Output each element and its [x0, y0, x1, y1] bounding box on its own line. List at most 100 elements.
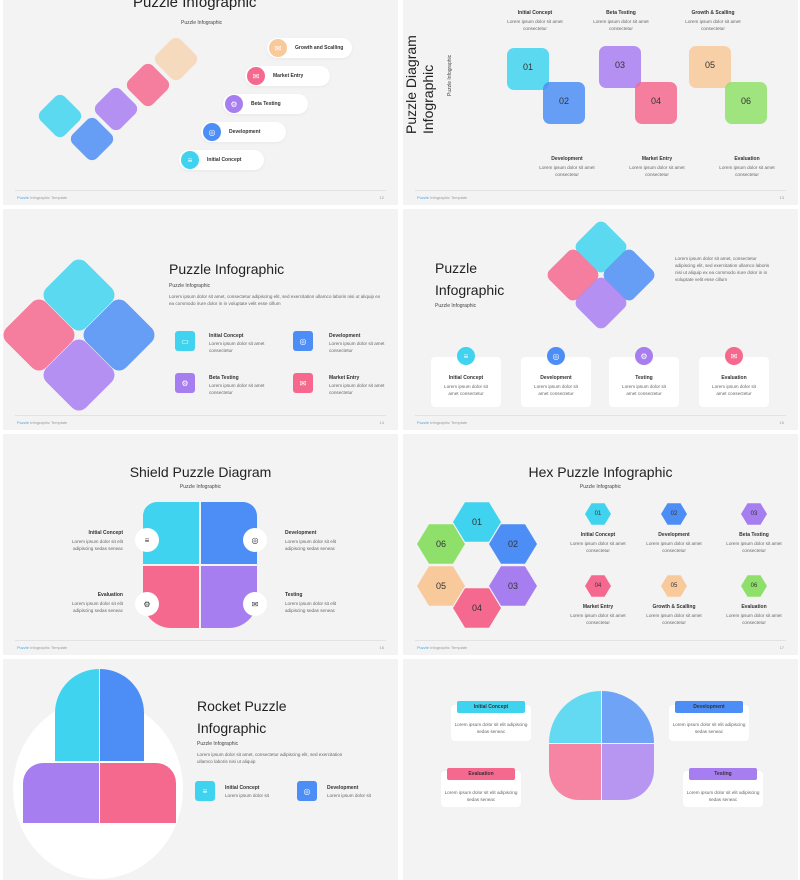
footer-text: Infographic Template [430, 420, 468, 425]
label-text: Lorem ipsum dolor sit amet consectetur [539, 165, 595, 177]
card-text: Lorem ipsum dolor sit amet consectetur [712, 384, 756, 396]
slide-puzzle-diamond[interactable]: Puzzle Infographic Puzzle Infographic Lo… [3, 209, 398, 430]
item-development: Development [327, 785, 359, 791]
footer-brand: Puzzle [17, 420, 30, 425]
footer: Puzzle Infographic Template [417, 420, 467, 425]
label-text: Lorem ipsum dolor sit amet consectetur [629, 165, 685, 177]
hex-label: Evaluation [741, 604, 767, 610]
code-icon: ◎ [293, 331, 313, 351]
hex-number: 06 [435, 539, 446, 549]
piece-number: 06 [740, 96, 751, 106]
item-text: Lorem ipsum dolor sit amet consectetur [209, 341, 265, 353]
hex-label: Market Entry [582, 604, 614, 610]
body-text: Lorem ipsum dolor sit amet, consectetur … [675, 256, 770, 282]
label-evaluation: Evaluation [734, 156, 760, 162]
slide-subtitle: Puzzle Infographic [435, 303, 477, 309]
slide-rocket-puzzle[interactable]: Rocket Puzzle Infographic Puzzle Infograp… [3, 659, 398, 880]
step-pill-1: Growth and Scalling [267, 38, 352, 58]
label-evaluation: Evaluation [447, 768, 515, 780]
hex-number: 01 [594, 511, 602, 517]
document-icon: ≡ [457, 347, 475, 365]
hex-number: 02 [670, 511, 678, 517]
slide-puzzle-steps[interactable]: Puzzle Infographic Puzzle Infographic Gr… [3, 0, 398, 205]
hex-label: Development [658, 532, 690, 538]
slide-bulb-puzzle[interactable]: Initial Concept Lorem ipsum dolor sit el… [403, 659, 798, 880]
label-beta-testing: Beta Testing [606, 10, 636, 16]
bulb-piece-cyan [549, 691, 601, 743]
slide-puzzle-diagram[interactable]: Puzzle Diagram Infographic Puzzle Infogra… [403, 0, 798, 205]
slide-subtitle: Puzzle Infographic [447, 54, 453, 96]
slide-subtitle: Puzzle Infographic [181, 20, 223, 26]
title-line-1: Puzzle [435, 260, 478, 276]
footer: Puzzle Infographic Template [17, 420, 67, 425]
hex-mini-05: 05 [661, 575, 687, 597]
page-number: 13 [779, 195, 784, 200]
page-number: 15 [779, 420, 784, 425]
step-pill-4: Development [201, 122, 286, 142]
card-testing [609, 357, 679, 407]
item-text: Lorem ipsum dolor sit [225, 793, 269, 798]
slide-title: Shield Puzzle Diagram [129, 464, 272, 480]
card-label: Testing [635, 375, 653, 381]
code-icon: ◎ [203, 123, 221, 141]
slide-title: Puzzle Infographic [435, 257, 504, 301]
step-label: Development [229, 129, 261, 135]
footer: Puzzle Infographic Template [417, 645, 467, 650]
card-development [521, 357, 591, 407]
footer: Puzzle Infographic Template [17, 645, 67, 650]
label-development: Development [285, 530, 317, 536]
label-market-entry: Market Entry [641, 156, 673, 162]
footer-rule [415, 190, 786, 191]
hex-number: 05 [670, 583, 678, 589]
hex-number: 04 [594, 583, 602, 589]
label-text: Lorem ipsum dolor sit elit adipiscing se… [454, 722, 528, 734]
card-text: Lorem ipsum dolor sit amet consectetur [444, 384, 488, 396]
rocket-piece-blue [100, 669, 144, 761]
label-text: Lorem ipsum dolor sit elit adipiscing se… [444, 790, 518, 802]
label-testing: Testing [285, 592, 303, 598]
slide-subtitle: Puzzle Infographic [169, 283, 211, 289]
hex-mini-01: 01 [585, 503, 611, 525]
body-text: Lorem ipsum dolor sit amet, consectetur … [197, 752, 343, 764]
label-growth: Growth & Scalling [691, 10, 735, 16]
slide-title: Puzzle Diagram Infographic [403, 4, 437, 134]
page-number: 16 [379, 645, 384, 650]
code-icon: ◎ [547, 347, 565, 365]
item-text: Lorem ipsum dolor sit amet consectetur [329, 383, 385, 395]
footer-rule [415, 415, 786, 416]
title-line-1: Puzzle Diagram [403, 35, 419, 134]
label-testing: Testing [689, 768, 757, 780]
puzzle-piece-06 [725, 82, 767, 124]
hex-number: 03 [750, 511, 758, 517]
page-number: 14 [379, 420, 384, 425]
slide-shield-puzzle[interactable]: Shield Puzzle Diagram Puzzle Infographic… [3, 434, 398, 655]
item-initial-concept: Initial Concept [209, 333, 244, 339]
label-text: Lorem ipsum dolor sit elit adipiscing se… [672, 722, 746, 734]
code-icon: ◎ [243, 528, 267, 552]
hex-number: 01 [471, 517, 482, 527]
item-initial-concept: Initial Concept [225, 785, 260, 791]
document-icon: ≡ [195, 781, 215, 801]
bulb-piece-purple [602, 744, 654, 800]
card-label: Development [540, 375, 572, 381]
hex-mini-04: 04 [585, 575, 611, 597]
rocket-piece-pink [100, 763, 176, 823]
label-text: Lorem ipsum dolor sit amet consectetur [719, 165, 775, 177]
card-label: Evaluation [721, 375, 747, 381]
footer-rule [15, 415, 386, 416]
puzzle-piece-01 [507, 48, 549, 90]
rocket-piece-cyan [55, 669, 99, 761]
card-text: Lorem ipsum dolor sit amet consectetur [622, 384, 666, 396]
footer: Puzzle Infographic Template [417, 195, 467, 200]
footer-rule [415, 640, 786, 641]
label-text: Lorem ipsum dolor sit elit adipiscing se… [71, 539, 123, 551]
market-icon: ✉ [725, 347, 743, 365]
footer-brand: Puzzle [417, 420, 430, 425]
code-icon: ◎ [297, 781, 317, 801]
slide-grid: Puzzle Infographic Puzzle Infographic Gr… [3, 0, 798, 880]
footer-text: Infographic Template [430, 195, 468, 200]
slide-title: Puzzle Infographic [133, 0, 257, 11]
slide-hex-puzzle[interactable]: Hex Puzzle Infographic Puzzle Infographi… [403, 434, 798, 655]
slide-subtitle: Puzzle Infographic [179, 484, 222, 490]
slide-puzzle-square[interactable]: Puzzle Infographic Puzzle Infographic Lor… [403, 209, 798, 430]
